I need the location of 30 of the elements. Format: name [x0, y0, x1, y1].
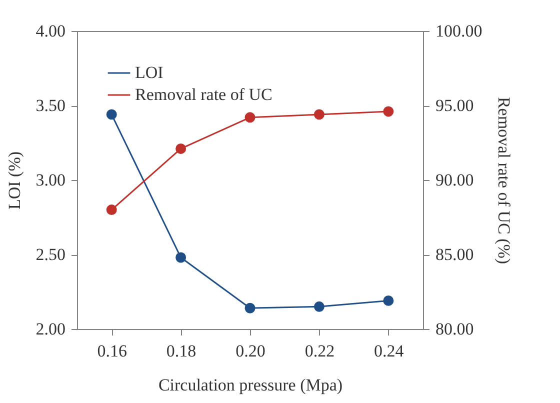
legend-label: LOI — [135, 63, 164, 82]
y2-axis-title: Removal rate of UC (%) — [494, 96, 514, 264]
x-tick-label: 0.16 — [97, 342, 127, 360]
point — [244, 112, 256, 123]
y2-tick-label: 80.00 — [436, 320, 474, 338]
y-tick-label: 3.50 — [36, 96, 66, 115]
point — [314, 109, 324, 120]
x-tick-label: 0.18 — [166, 342, 196, 360]
y-axis-title: LOI (%) — [4, 151, 24, 210]
x-tick-label: 0.22 — [304, 342, 335, 360]
point — [176, 143, 186, 154]
x-tick-label: 0.24 — [374, 342, 404, 360]
y-tick-label: 4.00 — [36, 22, 66, 40]
y-tick-label: 3.00 — [36, 170, 66, 190]
point — [314, 301, 324, 312]
x-tick-label: 0.20 — [236, 342, 266, 360]
point — [383, 106, 394, 117]
point — [106, 109, 117, 120]
point — [106, 204, 117, 216]
point — [383, 295, 394, 306]
point — [244, 302, 256, 314]
legend-label: Removal rate of UC — [135, 85, 272, 104]
y-tick-label: 2.00 — [36, 320, 66, 338]
y2-tick-label: 90.00 — [436, 170, 474, 190]
point — [176, 252, 186, 263]
y2-tick-label: 95.00 — [436, 96, 474, 115]
y2-tick-label: 85.00 — [436, 245, 474, 264]
x-axis-title: Circulation pressure (Mpa) — [158, 376, 343, 394]
y-tick-label: 2.50 — [36, 245, 66, 264]
y2-tick-label: 100.00 — [436, 22, 482, 40]
